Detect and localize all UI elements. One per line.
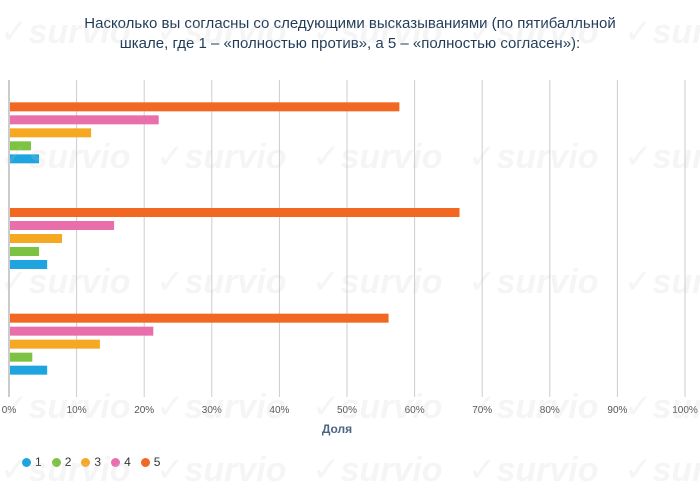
legend-label: 5 [153,455,161,469]
bar-series-3[interactable] [10,339,100,349]
bar-series-2[interactable] [10,352,33,362]
x-tick-label: 50% [337,405,357,416]
bar-series-5[interactable] [10,313,389,323]
x-tick-label: 0% [2,405,17,416]
x-tick-label: 20% [134,405,154,416]
legend-marker [51,457,61,467]
chart-title-line-2: шкале, где 1 – «полностью против», а 5 –… [119,35,581,52]
x-tick-label: 100% [672,405,698,416]
bar-series-1[interactable] [10,365,48,375]
grid [8,80,686,397]
bar-series-2[interactable] [10,247,40,256]
bar-series-5[interactable] [10,102,400,112]
x-tick-label: 80% [540,405,560,416]
x-axis-ticks: 0% 10% 20% 30% 40% 50% 60% 70% 80% 90% 100% [2,405,698,416]
legend: 1 2 3 4 5 [22,455,160,469]
x-tick-label: 10% [67,405,87,416]
legend-label: 4 [124,455,131,469]
x-tick-label: 40% [269,405,289,416]
bar-series-4[interactable] [10,115,159,125]
legend-marker [140,457,150,467]
bars [10,102,460,375]
legend-item-4[interactable]: 4 [111,455,131,469]
bar-series-5[interactable] [10,208,460,217]
x-tick-label: 60% [405,405,425,416]
x-tick-label: 70% [472,405,492,416]
legend-marker [81,457,91,467]
legend-marker [22,457,31,467]
bar-series-4[interactable] [10,221,115,230]
legend-label: 1 [35,455,42,469]
legend-label: 3 [94,455,102,469]
bar-series-3[interactable] [10,234,63,243]
x-tick-label: 90% [607,405,627,416]
bar-series-1[interactable] [10,154,40,164]
bar-series-3[interactable] [10,128,92,138]
legend-item-1[interactable]: 1 [22,455,42,469]
chart-title-line-1: Насколько вы согласны со следующими выск… [84,15,616,32]
legend-marker [111,457,121,467]
legend-label: 2 [64,455,72,469]
legend-item-5[interactable]: 5 [140,455,161,469]
x-axis-title: Доля [322,422,352,436]
x-tick-label: 30% [202,405,222,416]
chart-title: Насколько вы согласны со следующими выск… [0,14,700,54]
bar-series-1[interactable] [10,260,48,269]
legend-item-2[interactable]: 2 [51,455,72,469]
bar-series-2[interactable] [10,141,31,151]
legend-item-3[interactable]: 3 [81,455,101,469]
bar-series-4[interactable] [10,326,154,336]
